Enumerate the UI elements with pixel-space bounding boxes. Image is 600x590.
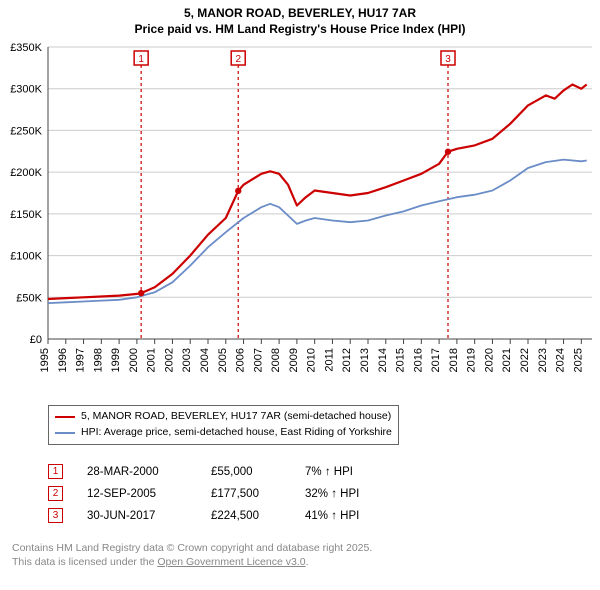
sale-date: 30-JUN-2017 xyxy=(87,510,187,522)
svg-text:1: 1 xyxy=(138,54,144,65)
svg-text:2025: 2025 xyxy=(572,348,584,372)
chart-svg: £0 £50K £100K £150K £200K £250K £300K £350K 1995… xyxy=(0,39,600,399)
footer-attribution: Contains HM Land Registry data © Crown c… xyxy=(12,541,600,569)
sale-date: 12-SEP-2005 xyxy=(87,488,187,500)
svg-text:2007: 2007 xyxy=(252,348,264,372)
svg-text:2021: 2021 xyxy=(501,348,513,372)
svg-text:1998: 1998 xyxy=(92,348,104,372)
legend-item: 5, MANOR ROAD, BEVERLEY, HU17 7AR (semi-… xyxy=(55,409,392,425)
svg-text:2005: 2005 xyxy=(217,348,229,372)
sale-pct: 32% ↑ HPI xyxy=(305,488,425,500)
chart-title-block: 5, MANOR ROAD, BEVERLEY, HU17 7AR Price … xyxy=(0,0,600,39)
svg-text:2020: 2020 xyxy=(483,348,495,372)
svg-text:1996: 1996 xyxy=(57,348,69,372)
svg-text:2003: 2003 xyxy=(181,348,193,372)
svg-text:2000: 2000 xyxy=(128,348,140,372)
footer-line1: Contains HM Land Registry data © Crown c… xyxy=(12,541,600,555)
chart-title-line2: Price paid vs. HM Land Registry's House … xyxy=(0,22,600,38)
ogl-link[interactable]: Open Government Licence v3.0 xyxy=(157,556,305,568)
chart-title-line1: 5, MANOR ROAD, BEVERLEY, HU17 7AR xyxy=(0,6,600,22)
svg-text:£150K: £150K xyxy=(10,209,42,221)
svg-text:£100K: £100K xyxy=(10,251,42,263)
svg-text:2015: 2015 xyxy=(395,348,407,372)
legend-label: 5, MANOR ROAD, BEVERLEY, HU17 7AR (semi-… xyxy=(81,409,391,425)
svg-text:2008: 2008 xyxy=(270,348,282,372)
sale-price: £224,500 xyxy=(211,510,281,522)
svg-text:2004: 2004 xyxy=(199,348,211,372)
sale-row: 2 12-SEP-2005 £177,500 32% ↑ HPI xyxy=(48,483,600,505)
svg-text:2022: 2022 xyxy=(519,348,531,372)
svg-text:2012: 2012 xyxy=(341,348,353,372)
footer-line2-prefix: This data is licensed under the xyxy=(12,556,157,568)
svg-text:2: 2 xyxy=(235,54,241,65)
sale-pct: 7% ↑ HPI xyxy=(305,466,425,478)
legend-swatch xyxy=(55,432,75,434)
svg-text:£250K: £250K xyxy=(10,126,42,138)
svg-text:1997: 1997 xyxy=(75,348,87,372)
sale-price: £177,500 xyxy=(211,488,281,500)
sale-marker-box: 2 xyxy=(48,486,63,501)
legend-swatch xyxy=(55,416,75,418)
svg-text:2014: 2014 xyxy=(377,348,389,372)
sale-row: 1 28-MAR-2000 £55,000 7% ↑ HPI xyxy=(48,461,600,483)
svg-text:2017: 2017 xyxy=(430,348,442,372)
chart-legend: 5, MANOR ROAD, BEVERLEY, HU17 7AR (semi-… xyxy=(48,405,399,445)
svg-text:1995: 1995 xyxy=(39,348,51,372)
legend-item: HPI: Average price, semi-detached house,… xyxy=(55,425,392,441)
svg-text:£350K: £350K xyxy=(10,42,42,54)
svg-text:2009: 2009 xyxy=(288,348,300,372)
svg-text:3: 3 xyxy=(445,54,451,65)
footer-line2: This data is licensed under the Open Gov… xyxy=(12,555,600,569)
svg-text:£200K: £200K xyxy=(10,167,42,179)
sale-price: £55,000 xyxy=(211,466,281,478)
svg-text:2006: 2006 xyxy=(235,348,247,372)
sale-marker-num: 3 xyxy=(53,510,59,521)
sale-row: 3 30-JUN-2017 £224,500 41% ↑ HPI xyxy=(48,505,600,527)
sale-marker-box: 1 xyxy=(48,464,63,479)
svg-text:2016: 2016 xyxy=(412,348,424,372)
footer-line2-suffix: . xyxy=(306,556,309,568)
svg-text:2013: 2013 xyxy=(359,348,371,372)
price-chart: £0 £50K £100K £150K £200K £250K £300K £350K 1995… xyxy=(0,39,600,399)
svg-text:£50K: £50K xyxy=(16,292,42,304)
sale-marker-num: 2 xyxy=(53,488,59,499)
svg-text:2001: 2001 xyxy=(146,348,158,372)
svg-text:£300K: £300K xyxy=(10,84,42,96)
svg-text:2011: 2011 xyxy=(323,348,335,372)
sales-table: 1 28-MAR-2000 £55,000 7% ↑ HPI 2 12-SEP-… xyxy=(48,461,600,527)
sale-date: 28-MAR-2000 xyxy=(87,466,187,478)
svg-text:1999: 1999 xyxy=(110,348,122,372)
svg-text:2019: 2019 xyxy=(466,348,478,372)
sale-marker-num: 1 xyxy=(53,466,59,477)
svg-text:2010: 2010 xyxy=(306,348,318,372)
svg-text:2002: 2002 xyxy=(163,348,175,372)
sale-pct: 41% ↑ HPI xyxy=(305,510,425,522)
svg-text:2023: 2023 xyxy=(537,348,549,372)
svg-text:2024: 2024 xyxy=(555,348,567,372)
svg-text:£0: £0 xyxy=(30,334,42,346)
legend-label: HPI: Average price, semi-detached house,… xyxy=(81,425,392,441)
svg-text:2018: 2018 xyxy=(448,348,460,372)
sale-marker-box: 3 xyxy=(48,508,63,523)
